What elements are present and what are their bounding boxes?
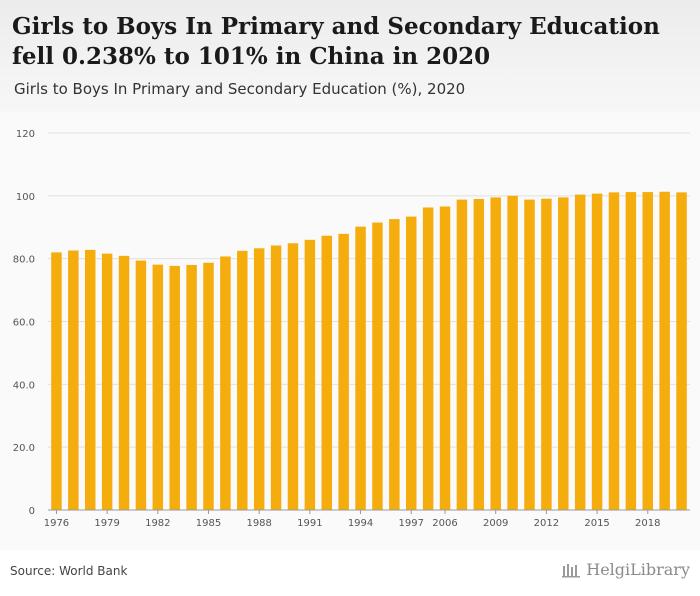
bar-2017 xyxy=(625,192,637,510)
bar-1988 xyxy=(253,248,265,510)
chart-subtitle: Girls to Boys In Primary and Secondary E… xyxy=(14,80,466,98)
bar-1991 xyxy=(304,239,316,511)
bar-2010 xyxy=(507,195,518,511)
bar-1976 xyxy=(51,252,62,510)
x-tick-label: 1985 xyxy=(196,518,221,529)
bar-1992 xyxy=(321,235,333,511)
bar-1996 xyxy=(389,219,400,510)
bar-1977 xyxy=(68,250,79,510)
y-tick-label: 0 xyxy=(29,506,35,517)
x-tick-label: 1976 xyxy=(44,518,69,529)
y-tick-label: 100 xyxy=(16,192,35,203)
bar-1989 xyxy=(270,245,282,510)
bar-2011 xyxy=(524,199,535,510)
bar-2007 xyxy=(456,199,468,510)
bar-1978 xyxy=(84,249,96,510)
y-tick-label: 120 xyxy=(16,129,35,140)
x-tick-label: 1988 xyxy=(246,518,271,529)
bar-2012 xyxy=(541,198,552,510)
bar-2019 xyxy=(659,191,670,511)
x-tick-label: 2012 xyxy=(534,518,559,529)
y-tick-label: 80.0 xyxy=(13,255,35,266)
y-tick-label: 20.0 xyxy=(13,443,35,454)
x-tick-label: 2009 xyxy=(483,518,508,529)
x-axis-ticks: 1976 1979 1982 1985 1988 1991 1994 1997 2006 2009… xyxy=(44,510,660,529)
bar-1986 xyxy=(220,256,231,510)
y-tick-label: 60.0 xyxy=(13,318,35,329)
bar-1980 xyxy=(118,255,130,510)
x-tick-label: 2015 xyxy=(584,518,609,529)
bar-1990 xyxy=(287,243,299,510)
bar-1984 xyxy=(186,264,197,510)
x-tick-label: 1979 xyxy=(94,518,119,529)
brand-logo[interactable]: HelgiLibrary xyxy=(562,560,690,579)
y-axis-ticks: 0 20.0 40.0 60.0 80.0 100 120 xyxy=(13,129,35,517)
bar-1985 xyxy=(203,262,214,510)
bar-2008 xyxy=(473,198,485,510)
bar-1987 xyxy=(237,250,248,510)
bar-2015 xyxy=(591,193,603,511)
x-tick-label: 1991 xyxy=(297,518,322,529)
bar-2018 xyxy=(642,192,654,510)
x-tick-label: 1982 xyxy=(145,518,170,529)
bar-1982 xyxy=(152,264,164,510)
y-tick-label: 40.0 xyxy=(13,380,35,391)
x-tick-label: 1997 xyxy=(399,518,424,529)
bar-chart: 0 20.0 40.0 60.0 80.0 100 120 1976 1979 1982 1985… xyxy=(13,129,690,529)
bar-1995 xyxy=(372,222,383,510)
bar-2005 xyxy=(422,207,434,510)
header-band: Girls to Boys In Primary and Secondary E… xyxy=(0,0,700,112)
chart-title: Girls to Boys In Primary and Secondary E… xyxy=(12,13,660,70)
bar-1993 xyxy=(338,233,349,510)
bar-1981 xyxy=(135,260,147,510)
bar-2009 xyxy=(490,197,501,510)
source-note: Source: World Bank xyxy=(10,564,128,578)
bar-2014 xyxy=(574,194,586,510)
bar-1983 xyxy=(169,265,180,510)
bar-2020 xyxy=(676,192,687,510)
bar-1997 xyxy=(405,216,417,510)
bar-2006 xyxy=(439,206,451,510)
bar-2016 xyxy=(608,192,620,510)
x-tick-label: 2018 xyxy=(635,518,660,529)
x-tick-label: 2006 xyxy=(432,518,457,529)
bar-1994 xyxy=(355,226,366,510)
x-tick-label: 1994 xyxy=(348,518,373,529)
brand-name: HelgiLibrary xyxy=(586,560,690,579)
library-icon xyxy=(562,563,581,577)
bar-1979 xyxy=(101,253,113,510)
bar-2013 xyxy=(558,197,569,510)
bars xyxy=(51,191,687,511)
